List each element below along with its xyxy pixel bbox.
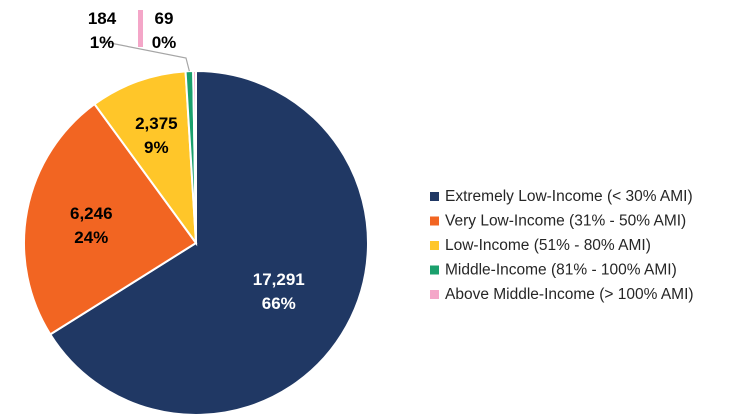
legend-swatch-5 (430, 290, 439, 299)
slice-3-value-label: 2,375 (135, 114, 178, 133)
slice-4-value-label: 184 (88, 9, 117, 28)
slice-2-wedge (23, 102, 198, 336)
data-labels: 17,291 66% 6,246 24% 2,375 9% 184 1% 69 0% (70, 9, 305, 313)
slice-1-value-label: 17,291 (253, 270, 305, 289)
slice-3-percent-label: 9% (144, 138, 169, 157)
legend-label-3: Low-Income (51% - 80% AMI) (445, 237, 651, 254)
legend-swatch-2 (430, 216, 439, 226)
legend-label-4: Middle-Income (81% - 100% AMI) (445, 262, 677, 279)
slice-4-percent-label: 1% (90, 33, 115, 52)
legend-label-5: Above Middle-Income (> 100% AMI) (445, 286, 694, 303)
slice-5-value-label: 69 (155, 9, 174, 28)
slice-5-percent-label: 0% (152, 33, 177, 52)
pie-slices (23, 69, 369, 416)
slice-2-value-label: 6,246 (70, 204, 113, 223)
legend-swatch-1 (430, 192, 439, 201)
callout-lines (99, 10, 190, 72)
slice-3-wedge (93, 70, 198, 247)
slice-1-wedge (48, 69, 369, 416)
legend-label-2: Very Low-Income (31% - 50% AMI) (445, 213, 686, 230)
legend-label-1: Extremely Low-Income (< 30% AMI) (445, 188, 693, 205)
callout-marker-above-middle-income (138, 10, 143, 47)
legend-swatch-3 (430, 241, 439, 250)
legend-swatch-4 (430, 265, 439, 275)
legend: Extremely Low-Income (< 30% AMI) Very Low… (430, 188, 694, 303)
callout-line-middle-income (99, 40, 190, 72)
slice-2-percent-label: 24% (74, 228, 108, 247)
slice-1-percent-label: 66% (262, 294, 296, 313)
slice-5-wedge (192, 69, 197, 244)
